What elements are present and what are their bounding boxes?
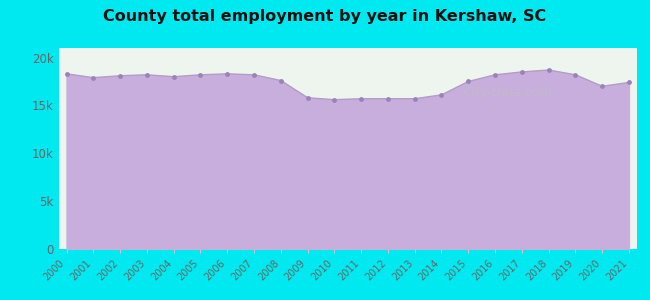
Text: City-Data.com: City-Data.com [463, 86, 552, 99]
Text: County total employment by year in Kershaw, SC: County total employment by year in Kersh… [103, 9, 547, 24]
